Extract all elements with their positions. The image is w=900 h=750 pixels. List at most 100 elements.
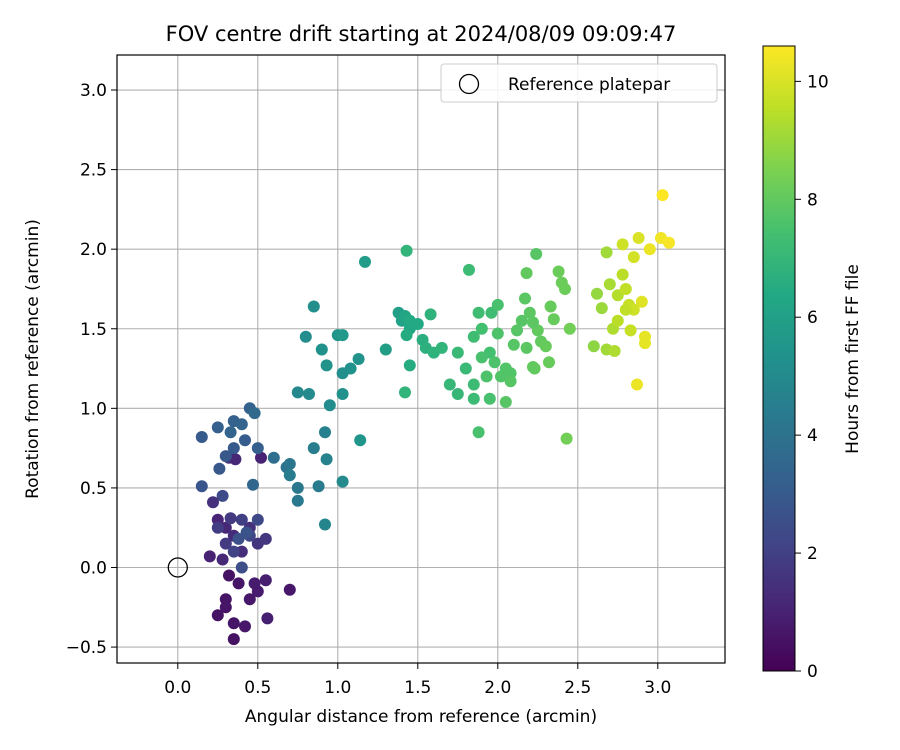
data-point xyxy=(235,418,248,431)
y-tick-label: 3.0 xyxy=(80,81,107,101)
data-point xyxy=(211,609,224,622)
data-point xyxy=(203,550,216,563)
data-point xyxy=(261,612,274,625)
data-point xyxy=(224,426,237,439)
data-point xyxy=(283,458,296,470)
data-point xyxy=(235,513,248,526)
data-point xyxy=(336,388,349,400)
legend-box xyxy=(440,63,718,103)
data-point xyxy=(400,244,413,257)
data-point xyxy=(616,268,629,281)
chart-title: FOV centre drift starting at 2024/08/09 … xyxy=(166,22,677,46)
data-point xyxy=(643,243,656,256)
data-point xyxy=(243,593,256,606)
data-point xyxy=(627,251,640,264)
data-point xyxy=(504,375,517,388)
data-point xyxy=(520,341,533,354)
data-point xyxy=(539,340,552,353)
data-point xyxy=(336,329,349,342)
data-point xyxy=(291,386,304,399)
data-point xyxy=(216,489,229,502)
data-point xyxy=(227,633,240,646)
data-point xyxy=(213,462,226,475)
data-point xyxy=(359,255,371,268)
data-point xyxy=(251,442,264,455)
data-point xyxy=(544,300,557,313)
data-point xyxy=(424,308,437,321)
colorbar-tick-label: 8 xyxy=(807,190,818,210)
data-point xyxy=(472,306,485,319)
data-point xyxy=(595,302,608,315)
data-point xyxy=(519,292,531,305)
data-point xyxy=(319,518,331,531)
data-point xyxy=(511,324,523,337)
x-tick-label: 1.5 xyxy=(404,678,431,698)
data-point xyxy=(232,532,245,545)
data-point xyxy=(483,392,496,405)
legend-label: Reference platepar xyxy=(508,75,670,95)
data-point xyxy=(656,189,669,202)
y-tick-label: 1.0 xyxy=(80,399,107,419)
data-point xyxy=(267,451,280,464)
y-axis-label: Rotation from reference (arcmin) xyxy=(23,219,43,499)
x-axis-label: Angular distance from reference (arcmin) xyxy=(245,707,597,727)
data-point xyxy=(227,617,240,630)
data-point xyxy=(239,620,251,633)
data-point xyxy=(224,512,237,525)
colorbar-tick-label: 6 xyxy=(807,308,818,328)
legend-open-circle-icon xyxy=(458,73,480,95)
data-point xyxy=(336,475,349,488)
data-point xyxy=(352,353,365,365)
colorbar-tick-label: 10 xyxy=(807,72,829,92)
data-point xyxy=(499,396,512,408)
data-point xyxy=(488,356,501,369)
colorbar-ticks: 0 2 4 6 8 10 xyxy=(795,72,829,682)
data-point xyxy=(451,388,464,400)
data-point xyxy=(248,577,261,590)
data-point xyxy=(323,399,336,412)
data-point xyxy=(443,378,456,391)
data-point xyxy=(344,362,357,375)
data-point xyxy=(591,287,603,300)
data-point xyxy=(475,351,488,364)
data-point xyxy=(547,313,560,326)
colorbar-tick-label: 4 xyxy=(807,426,818,446)
data-point xyxy=(639,330,651,343)
data-point xyxy=(283,469,296,482)
data-point xyxy=(227,545,240,558)
data-point xyxy=(400,329,413,342)
data-point xyxy=(527,316,539,329)
colorbar: 0 2 4 6 8 10 Hours from first FF file xyxy=(762,45,863,682)
data-point xyxy=(552,265,565,278)
data-point xyxy=(491,298,504,311)
data-point xyxy=(475,322,488,335)
data-point xyxy=(379,343,392,356)
data-point xyxy=(515,314,528,327)
data-point xyxy=(603,278,616,291)
y-tick-label: 1.5 xyxy=(80,320,107,340)
data-point xyxy=(223,569,235,582)
data-point xyxy=(195,431,208,443)
data-point xyxy=(320,453,333,466)
data-point xyxy=(251,513,264,526)
data-point xyxy=(563,322,576,335)
data-point xyxy=(616,238,629,251)
data-point xyxy=(299,330,312,343)
x-axis-ticks: 0.0 0.5 1.0 1.5 2.0 2.5 3.0 xyxy=(164,663,671,698)
data-point xyxy=(507,338,520,351)
data-point xyxy=(239,434,251,447)
data-point xyxy=(259,574,272,587)
data-point xyxy=(560,432,573,445)
data-point xyxy=(472,426,485,439)
x-tick-label: 3.0 xyxy=(644,678,671,698)
x-tick-label: 2.5 xyxy=(564,678,591,698)
data-point xyxy=(211,421,224,434)
data-point xyxy=(467,392,480,405)
data-point xyxy=(530,248,543,260)
data-point xyxy=(403,314,416,327)
data-point xyxy=(283,583,296,596)
data-point xyxy=(216,553,229,566)
data-point xyxy=(219,450,232,463)
data-point xyxy=(248,407,261,420)
data-point xyxy=(291,494,304,507)
